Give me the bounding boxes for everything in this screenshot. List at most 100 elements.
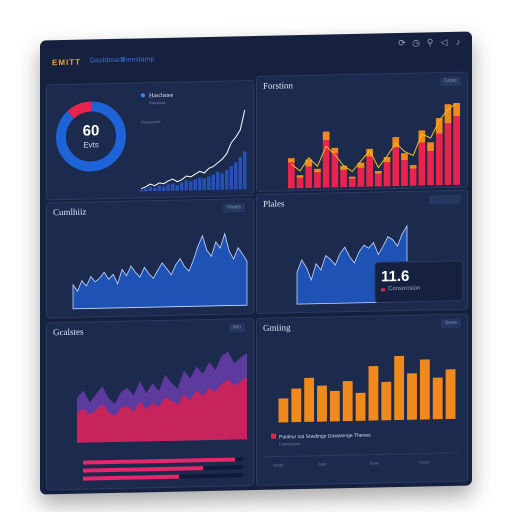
forstion-bar — [314, 172, 321, 188]
forstion-bar — [409, 168, 417, 186]
kpi-bar — [139, 189, 143, 192]
forstion-svg — [288, 102, 461, 189]
gmiing-panel: Gmiing Swse Panleur sat Srwdings Gowwnng… — [256, 313, 468, 486]
forstion-bar — [305, 166, 313, 188]
gmiing-bar — [394, 355, 405, 421]
metric-label: Consnrrsion — [388, 285, 421, 293]
kpi-bar — [180, 182, 184, 191]
forstion-bar — [392, 147, 400, 187]
kpi-bar — [157, 185, 161, 192]
forstion-bar-top — [444, 104, 452, 124]
forstion-bar-top — [296, 175, 304, 178]
forstion-bar — [401, 160, 408, 186]
nav-tab-timestamp[interactable]: Timestamp — [120, 56, 155, 64]
kpi-bar — [148, 186, 152, 192]
forstion-bar — [383, 162, 391, 187]
forstion-bar — [375, 173, 382, 187]
forstion-bar-top — [375, 170, 382, 174]
gmiing-footer-col-2: Nsit — [319, 462, 327, 467]
forstion-bar — [444, 122, 452, 186]
forstion-line — [291, 102, 457, 173]
kpi-bar — [175, 185, 179, 191]
kpi-bar — [184, 180, 188, 191]
gmiing-bar — [329, 390, 340, 422]
gmiing-footer-divider — [265, 452, 459, 458]
kpi-ring-accent — [56, 101, 126, 172]
forstion-bar-top — [453, 103, 461, 117]
gmiing-bar-chart — [278, 355, 456, 423]
kpi-bar — [171, 183, 175, 191]
gmiing-footer-col-3: Trove — [369, 460, 380, 465]
forstion-bar-top — [435, 118, 443, 134]
kpi-bar — [202, 178, 206, 191]
goalstes-bar-fill — [83, 457, 235, 465]
forstion-bar — [322, 140, 330, 188]
kpi-bar — [225, 169, 229, 190]
share-icon[interactable]: ◁ — [440, 36, 448, 48]
kpi-bar — [234, 162, 238, 190]
kpi-bar — [211, 174, 215, 190]
gmiing-footer-col-4: Parse — [419, 459, 430, 464]
kpi-bar — [207, 176, 211, 191]
bell-icon[interactable]: ♪ — [455, 36, 461, 47]
filter-icon[interactable]: ⚲ — [426, 37, 434, 48]
kpi-svg: Haschstee Rassiusd Rossuoicts — [56, 93, 247, 192]
forstion-bar-top — [357, 162, 365, 168]
gmiing-bar — [407, 373, 417, 420]
kpi-bar — [166, 184, 170, 191]
kpi-bar — [189, 181, 193, 191]
forstion-bar — [331, 152, 339, 188]
gmiing-bar — [355, 392, 366, 421]
forstion-bar-top — [331, 147, 339, 154]
metric-value: 11.6 — [381, 267, 410, 286]
goalstes-bar-fill — [83, 466, 203, 473]
forstion-bar — [296, 177, 304, 189]
legend-dot — [141, 93, 145, 98]
kpi-bar — [243, 151, 247, 190]
metric-legend-swatch — [381, 288, 385, 292]
gmiing-bar — [368, 366, 379, 421]
kpi-bar-chart — [139, 151, 247, 192]
kpi-unit: Evts — [83, 140, 99, 150]
metric-card — [374, 260, 464, 303]
refresh-icon[interactable]: ⟳ — [398, 37, 406, 49]
kpi-bar — [216, 171, 220, 190]
kpi-legend-title: Haschstee — [149, 93, 174, 100]
gmiing-legend-text: Panleur sat Srwdings Gowwnnge Thenes — [279, 433, 371, 441]
forstion-bar — [288, 162, 295, 189]
forstion-bar-top — [322, 131, 330, 141]
goalstes-area-front — [77, 377, 247, 443]
forstion-bar — [340, 169, 347, 188]
goalstes-bar-fill — [83, 474, 179, 481]
clock-icon[interactable]: ◷ — [412, 37, 420, 48]
kpi-bar — [198, 177, 202, 191]
forstion-bar — [357, 167, 365, 187]
forstion-bar — [366, 156, 374, 187]
gmiing-legend-swatch — [271, 433, 276, 439]
goalstes-panel: Gcalstes Min — [46, 318, 254, 491]
kpi-bar — [162, 186, 166, 191]
forstion-panel: Forstion Dates — [256, 71, 468, 192]
forstion-bar — [435, 133, 443, 186]
forstion-bar-chart — [288, 103, 461, 189]
plates-svg — [296, 224, 464, 305]
forstion-bar — [427, 150, 434, 186]
gmiing-bar — [381, 381, 392, 421]
gmiing-bar — [291, 388, 302, 423]
gmiing-svg: Panleur sat Srwdings Gowwnnge Thenes Fam… — [265, 355, 459, 468]
kpi-value: 60 — [82, 122, 100, 140]
kpi-bar — [144, 188, 148, 192]
forstion-bar-top — [401, 153, 408, 161]
kpi-bar — [193, 179, 197, 191]
dashboard-window: EMITT Dashboard Timestamp ⟳ ◷ ⚲ ◁ ♪ Hasc… — [40, 31, 472, 495]
cumulative-panel: Cumlhiiz Weels — [46, 198, 254, 319]
gmiing-bar — [304, 377, 315, 422]
gmiing-bar — [317, 385, 327, 422]
kpi-bar — [153, 187, 157, 192]
kpi-legend-sub: Rassiusd — [149, 100, 165, 105]
forstion-bar — [418, 142, 426, 186]
cumulative-area — [72, 232, 248, 310]
kpi-trend-line — [141, 109, 246, 190]
gmiing-bar — [432, 377, 443, 420]
gmiing-bar — [419, 359, 430, 420]
